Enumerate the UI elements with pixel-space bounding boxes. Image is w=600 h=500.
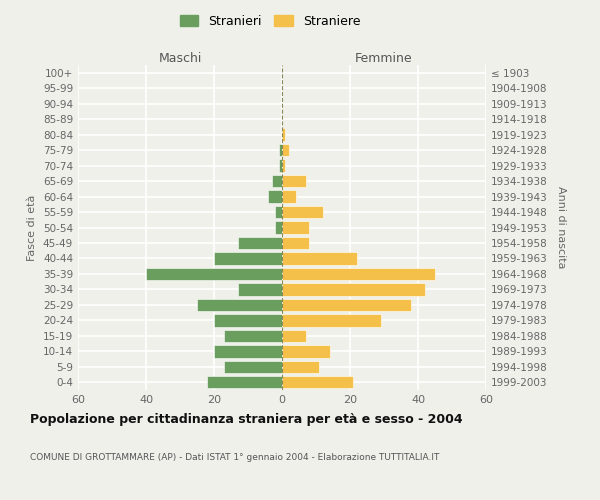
- Bar: [282, 222, 309, 234]
- Bar: [214, 252, 282, 264]
- Bar: [278, 144, 282, 156]
- Bar: [282, 283, 425, 296]
- Bar: [282, 190, 296, 202]
- Bar: [278, 160, 282, 172]
- Bar: [238, 237, 282, 249]
- Bar: [282, 144, 289, 156]
- Bar: [282, 252, 357, 264]
- Bar: [224, 330, 282, 342]
- Bar: [146, 268, 282, 280]
- Bar: [282, 330, 306, 342]
- Text: Femmine: Femmine: [355, 52, 413, 65]
- Y-axis label: Fasce di età: Fasce di età: [28, 194, 37, 260]
- Text: Maschi: Maschi: [158, 52, 202, 65]
- Bar: [282, 345, 329, 358]
- Bar: [275, 222, 282, 234]
- Bar: [282, 314, 380, 326]
- Bar: [282, 376, 353, 388]
- Bar: [214, 345, 282, 358]
- Bar: [197, 298, 282, 311]
- Bar: [282, 360, 319, 373]
- Bar: [224, 360, 282, 373]
- Bar: [275, 206, 282, 218]
- Bar: [282, 160, 286, 172]
- Bar: [272, 175, 282, 188]
- Bar: [207, 376, 282, 388]
- Legend: Stranieri, Straniere: Stranieri, Straniere: [176, 11, 364, 32]
- Text: COMUNE DI GROTTAMMARE (AP) - Dati ISTAT 1° gennaio 2004 - Elaborazione TUTTITALI: COMUNE DI GROTTAMMARE (AP) - Dati ISTAT …: [30, 452, 439, 462]
- Bar: [282, 268, 435, 280]
- Bar: [282, 298, 411, 311]
- Bar: [282, 237, 309, 249]
- Bar: [238, 283, 282, 296]
- Bar: [282, 206, 323, 218]
- Bar: [214, 314, 282, 326]
- Bar: [268, 190, 282, 202]
- Text: Popolazione per cittadinanza straniera per età e sesso - 2004: Popolazione per cittadinanza straniera p…: [30, 412, 463, 426]
- Bar: [282, 128, 286, 141]
- Bar: [282, 175, 306, 188]
- Y-axis label: Anni di nascita: Anni di nascita: [556, 186, 566, 269]
